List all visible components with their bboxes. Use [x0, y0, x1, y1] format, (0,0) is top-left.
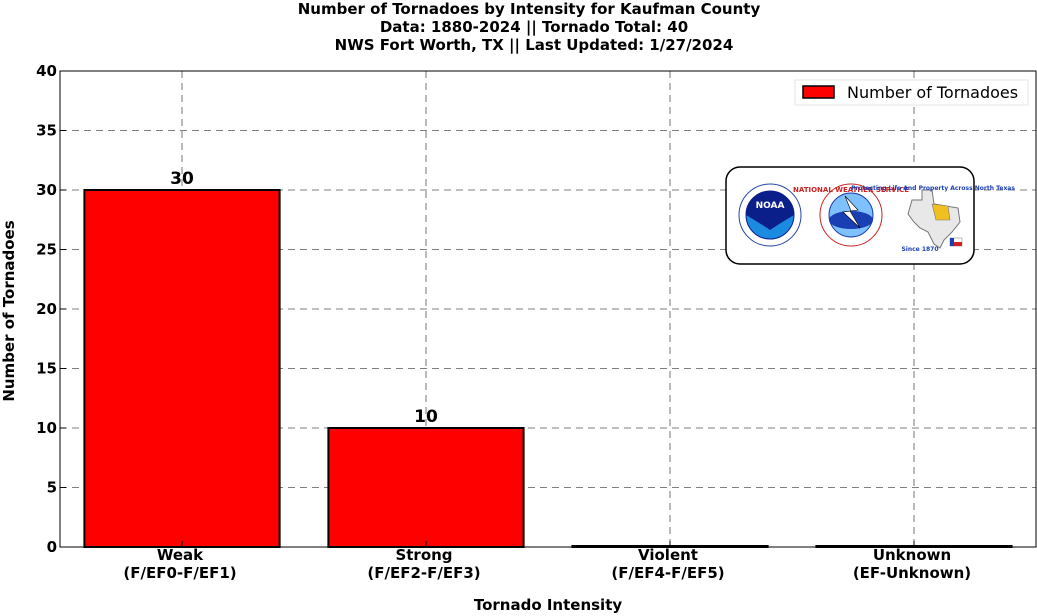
x-axis-ticks: Weak(F/EF0-F/EF1) Strong(F/EF2-F/EF3) Viol… — [123, 541, 971, 582]
svg-text:NATIONAL WEATHER SERVICE: NATIONAL WEATHER SERVICE — [793, 186, 909, 194]
bar-value-label: 10 — [414, 407, 438, 427]
legend: Number of Tornadoes — [794, 79, 1029, 106]
svg-text:Protecting Life And Property A: Protecting Life And Property Across Nort… — [851, 185, 1015, 192]
nws-logo: NATIONAL WEATHER SERVICE — [793, 183, 909, 247]
x-tick-label: (F/EF4-F/EF5) — [611, 564, 724, 582]
chart-title-line-3: NWS Fort Worth, TX || Last Updated: 1/27… — [335, 36, 734, 55]
y-tick-label: 10 — [36, 419, 57, 437]
x-tick-label: Strong — [395, 546, 452, 564]
legend-swatch — [802, 85, 835, 99]
y-axis-label: Number of Tornadoes — [0, 220, 18, 401]
data-labels: 30 10 — [170, 169, 438, 427]
y-tick-label: 40 — [36, 62, 57, 80]
logo-panel: NOAA NATIONAL WEATHER SERVICE Protecting… — [725, 166, 1015, 265]
y-tick-label: 20 — [36, 300, 57, 318]
chart-title: Number of Tornadoes by Intensity for Kau… — [298, 0, 761, 55]
wfo-logo: Protecting Life And Property Across Nort… — [851, 184, 1015, 253]
y-tick-label: 0 — [47, 538, 57, 556]
y-tick-label: 30 — [36, 181, 57, 199]
x-tick-label: (F/EF2-F/EF3) — [367, 564, 480, 582]
x-tick-label: Weak — [157, 546, 204, 564]
noaa-logo: NOAA — [738, 183, 802, 247]
bar-value-label: 30 — [170, 169, 194, 189]
y-tick-label: 5 — [47, 479, 57, 497]
y-axis-ticks: 0 5 10 15 20 25 30 35 40 — [36, 62, 66, 556]
svg-text:Since 1870: Since 1870 — [901, 246, 938, 253]
x-tick-label: Violent — [638, 546, 698, 564]
legend-label: Number of Tornadoes — [847, 83, 1018, 102]
chart-title-line-1: Number of Tornadoes by Intensity for Kau… — [298, 0, 761, 18]
y-tick-label: 25 — [36, 241, 57, 259]
x-axis-label: Tornado Intensity — [474, 596, 623, 614]
chart-title-line-2: Data: 1880-2024 || Tornado Total: 40 — [380, 18, 688, 37]
x-tick-label: (EF-Unknown) — [853, 564, 971, 582]
bar — [83, 189, 281, 548]
bar — [327, 427, 525, 548]
bars — [83, 189, 1013, 548]
x-tick-label: (F/EF0-F/EF1) — [123, 564, 236, 582]
y-tick-label: 15 — [36, 360, 57, 378]
y-tick-label: 35 — [36, 122, 57, 140]
svg-text:NOAA: NOAA — [756, 201, 785, 211]
x-tick-label: Unknown — [873, 546, 951, 564]
